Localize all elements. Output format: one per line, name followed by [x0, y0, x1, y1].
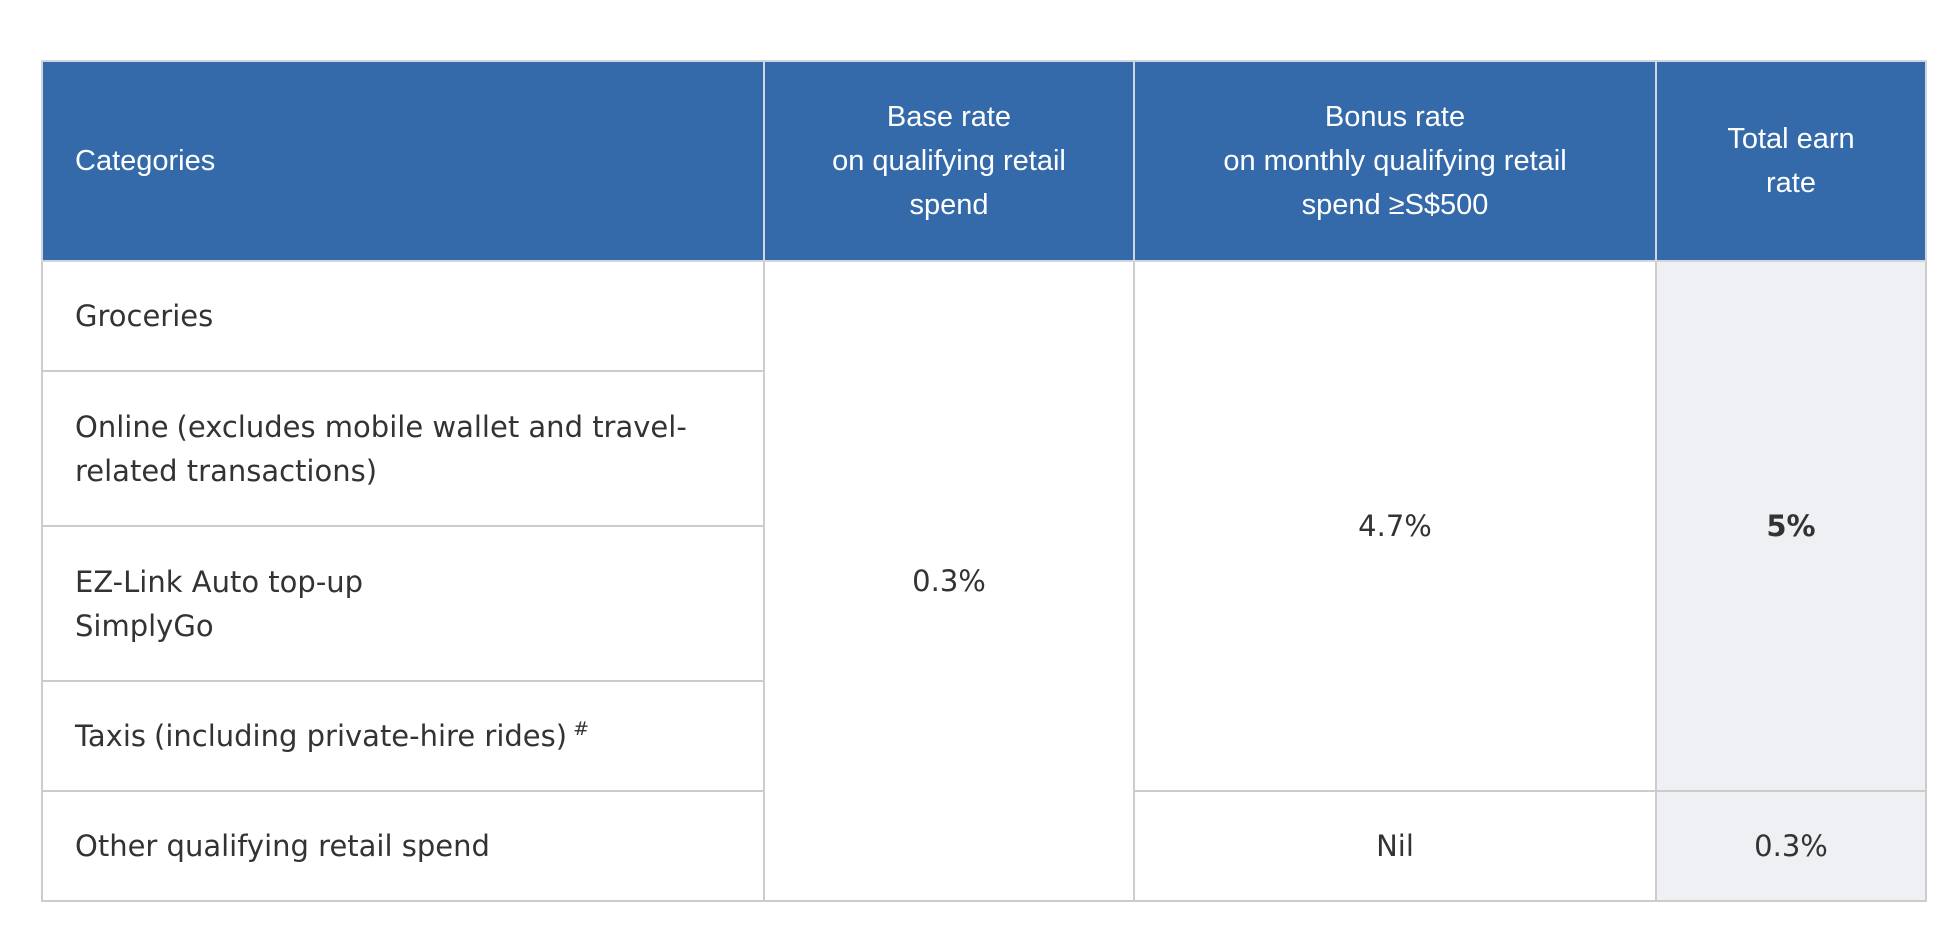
category-taxis-note: (including private-hire rides): [154, 719, 568, 753]
header-bonus-rate-line-1: Bonus rate: [1324, 101, 1466, 133]
header-base-rate-line-2: on qualifying retail: [832, 145, 1066, 177]
table-body: Groceries 0.3% 4.7% 5% Online (excludes m…: [41, 260, 1927, 902]
total-earn-other-value: 0.3%: [1655, 790, 1927, 902]
category-ezlink: EZ-Link Auto top-up SimplyGo: [41, 525, 765, 682]
category-online-note: (excludes mobile wallet and travel-relat…: [75, 409, 687, 488]
total-earn-rate-value: 5%: [1655, 260, 1927, 792]
total-earn-rate-value-text: 5%: [1766, 509, 1816, 543]
category-ezlink-line-1: EZ-Link Auto top-up: [75, 564, 364, 599]
category-online: Online (excludes mobile wallet and travel…: [41, 370, 765, 527]
header-base-rate-line-3: spend: [909, 189, 989, 221]
bonus-rate-other-text: Nil: [1376, 829, 1414, 863]
category-online-label: Online: [75, 409, 169, 444]
table-row: EZ-Link Auto top-up SimplyGo: [41, 525, 1926, 682]
header-row: Categories Base rate on qualifying retai…: [41, 60, 1927, 262]
bonus-rate-value: 4.7%: [1133, 260, 1657, 792]
header-categories: Categories: [41, 60, 765, 262]
header-total-earn-rate: Total earn rate: [1655, 60, 1927, 262]
header-bonus-rate-line-2: on monthly qualifying retail: [1223, 145, 1567, 177]
header-bonus-rate-line-3: spend ≥S$500: [1301, 189, 1489, 221]
category-other: Other qualifying retail spend: [41, 790, 765, 902]
table-header: Categories Base rate on qualifying retai…: [41, 60, 1927, 262]
bonus-rate-other-value: Nil: [1133, 790, 1657, 902]
header-total-earn-line-2: rate: [1766, 167, 1816, 199]
category-other-label: Other qualifying retail spend: [75, 829, 490, 863]
category-groceries: Groceries: [41, 260, 765, 372]
taxis-footnote-marker: #: [573, 718, 589, 741]
category-groceries-label: Groceries: [75, 299, 214, 333]
header-bonus-rate: Bonus rate on monthly qualifying retail …: [1133, 60, 1657, 262]
rates-table-container: Categories Base rate on qualifying retai…: [41, 60, 1927, 902]
base-rate-value-text: 0.3%: [912, 564, 986, 598]
table-row: Groceries 0.3% 4.7% 5%: [41, 260, 1927, 902]
header-base-rate: Base rate on qualifying retail spend: [763, 60, 1135, 262]
table-row: Other qualifying retail spend Nil 0.3%: [41, 790, 1927, 902]
header-base-rate-line-1: Base rate: [886, 101, 1012, 133]
category-taxis: Taxis (including private-hire rides) #: [41, 680, 765, 792]
earn-rates-table: Categories Base rate on qualifying retai…: [41, 60, 1927, 902]
table-row: Online (excludes mobile wallet and travel…: [41, 370, 1926, 527]
bonus-rate-value-text: 4.7%: [1358, 509, 1432, 543]
category-ezlink-line-2: SimplyGo: [75, 608, 214, 643]
category-taxis-label: Taxis: [75, 719, 147, 753]
base-rate-value: 0.3%: [763, 260, 1135, 902]
header-total-earn-line-1: Total earn: [1727, 123, 1855, 155]
header-categories-label: Categories: [75, 145, 216, 177]
total-earn-other-text: 0.3%: [1754, 829, 1828, 863]
table-row: Taxis (including private-hire rides) #: [41, 680, 1926, 792]
